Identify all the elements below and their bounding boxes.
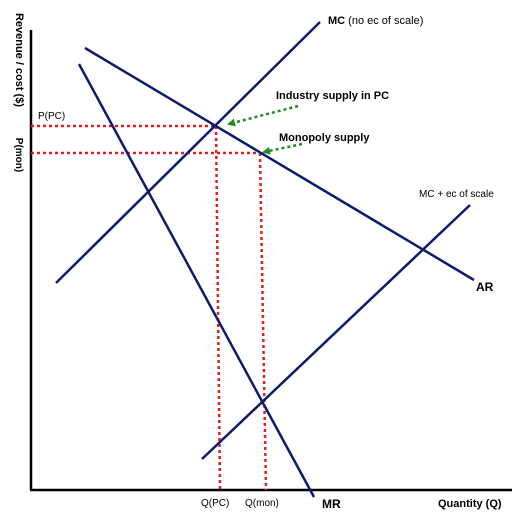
monopoly-supply-annotation: Monopoly supply xyxy=(279,132,370,144)
ar-label: AR xyxy=(476,280,494,294)
monopoly-supply-arrow xyxy=(262,142,303,155)
mc-no-scale-label: MC (no ec of scale) xyxy=(328,15,423,27)
p-mon-label: P(mon) xyxy=(13,138,24,172)
mr-label: MR xyxy=(322,497,341,511)
p-pc-label: P(PC) xyxy=(38,111,65,122)
mc-scale-curve xyxy=(201,204,471,460)
mc-no-scale-curve xyxy=(55,21,321,284)
q-mon-guide-line xyxy=(258,152,268,491)
mr-curve xyxy=(77,63,316,498)
ar-curve xyxy=(84,46,475,282)
y-axis-label: Revenue / cost ($) xyxy=(13,13,25,107)
q-pc-label: Q(PC) xyxy=(201,498,229,509)
industry-supply-arrow xyxy=(227,104,299,127)
q-pc-guide-line xyxy=(214,125,222,491)
industry-supply-annotation: Industry supply in PC xyxy=(276,90,389,102)
x-axis-label: Quantity (Q) xyxy=(438,498,502,510)
q-mon-label: Q(mon) xyxy=(245,498,279,509)
mc-scale-label: MC + ec of scale xyxy=(419,189,494,200)
